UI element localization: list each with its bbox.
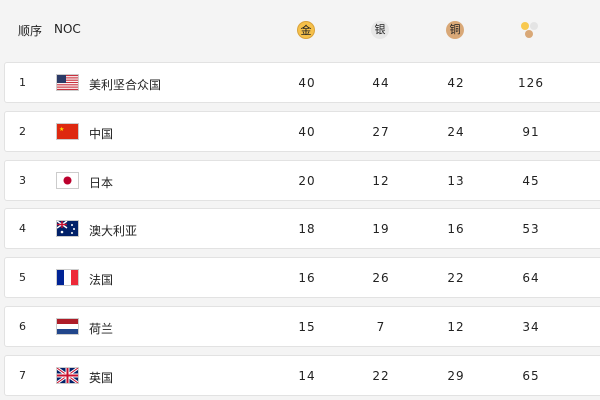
silver-count: 44 xyxy=(372,76,390,90)
china-flag-icon: ★ xyxy=(56,122,79,140)
total-count: 65 xyxy=(522,368,540,383)
country-name[interactable]: 中国 xyxy=(89,126,114,141)
table-row[interactable]: 5 法国 16 26 22 64 xyxy=(4,257,600,299)
silver-count: 27 xyxy=(372,124,390,139)
silver-count: 12 xyxy=(372,173,390,188)
silver-medal-icon[interactable]: 银 xyxy=(371,21,389,39)
australia-flag-icon xyxy=(56,220,79,238)
great-britain-flag-icon xyxy=(56,366,79,385)
total-count: 34 xyxy=(522,320,540,334)
bronze-count: 16 xyxy=(447,222,465,237)
total-count: 91 xyxy=(522,124,540,139)
bronze-medal-icon[interactable]: 铜 xyxy=(446,21,464,39)
usa-flag-icon xyxy=(56,74,79,91)
country-name[interactable]: 澳大利亚 xyxy=(89,224,138,239)
bronze-count: 13 xyxy=(447,173,465,188)
rank: 7 xyxy=(19,368,26,382)
table-row[interactable]: 6 荷兰 15 7 12 34 xyxy=(4,306,600,347)
country-name[interactable]: 日本 xyxy=(89,175,114,190)
netherlands-flag-icon xyxy=(56,318,79,335)
rank: 5 xyxy=(19,271,26,285)
total-count: 64 xyxy=(522,271,540,286)
total-medals-icon[interactable] xyxy=(521,22,541,42)
gold-medal-icon[interactable]: 金 xyxy=(297,21,315,39)
table-row[interactable]: 1 美利坚合众国 40 44 42 126 xyxy=(4,62,600,103)
total-count: 53 xyxy=(522,222,540,237)
bronze-count: 22 xyxy=(447,271,465,286)
svg-text:★: ★ xyxy=(59,126,64,133)
gold-count: 20 xyxy=(298,173,316,188)
bronze-count: 29 xyxy=(447,368,465,383)
rank: 2 xyxy=(19,124,26,138)
table-row[interactable]: 2 ★ 中国 40 27 24 91 xyxy=(4,110,600,152)
gold-count: 14 xyxy=(298,368,316,383)
rank: 4 xyxy=(19,222,26,236)
country-name[interactable]: 英国 xyxy=(89,370,114,385)
country-name[interactable]: 法国 xyxy=(89,273,114,288)
gold-count: 18 xyxy=(298,222,316,237)
silver-count: 26 xyxy=(372,271,390,286)
table-row[interactable]: 7 英国 14 22 29 65 xyxy=(4,354,600,396)
silver-count: 19 xyxy=(372,222,390,237)
silver-count: 7 xyxy=(376,320,386,334)
country-name[interactable]: 美利坚合众国 xyxy=(89,78,162,92)
france-flag-icon xyxy=(56,269,79,287)
rank: 6 xyxy=(19,320,26,333)
country-name[interactable]: 荷兰 xyxy=(89,322,114,336)
gold-count: 15 xyxy=(298,320,316,334)
total-count: 45 xyxy=(522,173,540,188)
silver-count: 22 xyxy=(372,368,390,383)
rank: 1 xyxy=(19,76,26,89)
rank-header[interactable]: 顺序 xyxy=(18,24,43,38)
gold-count: 40 xyxy=(298,124,316,139)
table-row[interactable]: 4 澳大利亚 18 19 16 53 xyxy=(4,208,600,250)
gold-count: 40 xyxy=(298,76,316,90)
japan-flag-icon xyxy=(56,171,79,189)
bronze-count: 42 xyxy=(447,76,465,90)
table-row[interactable]: 3 日本 20 12 13 45 xyxy=(4,159,600,201)
total-count: 126 xyxy=(518,76,544,90)
table-header: 顺序 NOC 金 银 铜 xyxy=(0,0,600,60)
bronze-count: 12 xyxy=(447,320,465,334)
bronze-count: 24 xyxy=(447,124,465,139)
rank: 3 xyxy=(19,173,26,187)
noc-header[interactable]: NOC xyxy=(54,22,81,36)
gold-count: 16 xyxy=(298,271,316,286)
